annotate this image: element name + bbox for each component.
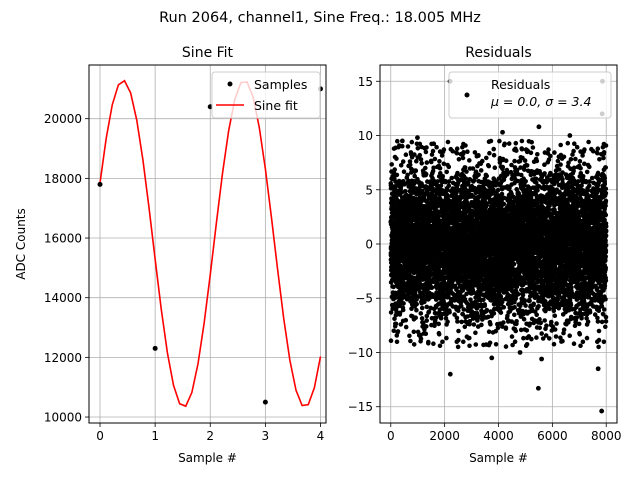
sine-fit-ytick-label: 16000 <box>44 232 82 246</box>
residuals-frame <box>379 64 618 424</box>
residuals-ytick-label: 15 <box>358 75 373 89</box>
sine-fit-xtick-label: 2 <box>206 429 214 443</box>
sine-fit-title: Sine Fit <box>182 45 234 61</box>
sine-fit-axes: Sine Fit 0 1 2 3 4 10000 12000 14000 16000 18000 2… <box>14 45 327 465</box>
sine-fit-xtick-label: 1 <box>151 429 159 443</box>
residuals-ytick-label: −5 <box>355 292 373 306</box>
residuals-ytick-label: −15 <box>348 400 373 414</box>
residuals-xtick-label: 8000 <box>591 429 622 443</box>
residuals-legend: Residuals μ = 0.0, σ = 3.4 <box>448 71 612 119</box>
legend-residuals-stats: μ = 0.0, σ = 3.4 <box>490 94 591 109</box>
sine-fit-ytick-label: 14000 <box>44 291 82 305</box>
residual-outlier-point <box>539 356 544 362</box>
sine-fit-ytick-label: 18000 <box>44 172 82 186</box>
sine-fit-frame <box>88 64 327 424</box>
residuals-ticks: 0 2000 4000 6000 8000 −15 −10 −5 0 5 10 15 <box>348 75 622 443</box>
residuals-xtick-label: 4000 <box>483 429 514 443</box>
legend-sine-fit-label: Sine fit <box>254 98 298 113</box>
legend-residuals-label: Residuals <box>491 77 550 92</box>
legend-samples-marker <box>227 81 233 87</box>
residuals-xtick-label: 2000 <box>429 429 460 443</box>
sine-fit-ylabel: ADC Counts <box>14 208 28 280</box>
residual-outlier-point <box>489 355 495 361</box>
residual-points <box>388 138 609 350</box>
legend-residuals-marker <box>464 92 470 98</box>
sine-fit-xlabel: Sample # <box>178 451 237 465</box>
sample-point <box>262 399 268 405</box>
sine-fit-legend-box <box>211 71 321 119</box>
residual-outlier-point <box>447 371 453 377</box>
sine-fit-ytick-label: 12000 <box>44 351 82 365</box>
sine-fit-xtick-label: 4 <box>317 429 325 443</box>
residual-outlier-point <box>536 124 542 130</box>
residuals-xlabel: Sample # <box>469 451 528 465</box>
sine-fit-line <box>99 79 322 408</box>
sine-fit-ticks: 0 1 2 3 4 10000 12000 14000 16000 18000 20000 <box>44 112 324 443</box>
residuals-ytick-label: −10 <box>348 346 373 360</box>
residuals-axes: Residuals 0 2000 4000 6000 8000 −15 −10 −5 0 5 10 1… <box>348 45 622 465</box>
residual-outlier-point <box>517 350 523 355</box>
sine-fit-grid <box>89 65 326 423</box>
sample-point <box>152 345 158 351</box>
legend-samples-label: Samples <box>254 77 307 92</box>
residual-outlier-point <box>599 408 605 414</box>
sine-fit-xtick-label: 0 <box>96 429 104 443</box>
residual-outlier-point <box>399 138 405 144</box>
residuals-ytick-label: 5 <box>365 183 373 197</box>
residuals-ytick-label: 0 <box>365 238 373 252</box>
residuals-xtick-label: 0 <box>387 429 395 443</box>
figure-title: Run 2064, channel1, Sine Freq.: 18.005 M… <box>159 10 481 26</box>
residuals-legend-box <box>448 71 612 119</box>
sine-fit-ytick-label: 10000 <box>44 411 82 425</box>
sample-point <box>97 181 103 187</box>
residual-outlier-point <box>415 135 420 141</box>
residual-outlier-point <box>595 366 601 372</box>
residual-outlier-point <box>535 385 541 391</box>
residuals-xtick-label: 6000 <box>537 429 568 443</box>
sine-fit-legend: Samples Sine fit <box>211 71 321 119</box>
residual-outlier-point <box>567 133 573 138</box>
sine-fit-ytick-label: 20000 <box>44 112 82 126</box>
residual-outlier-point <box>500 129 505 135</box>
residuals-ytick-label: 10 <box>358 129 373 143</box>
sine-fit-xtick-label: 3 <box>262 429 270 443</box>
residuals-title: Residuals <box>465 45 531 61</box>
